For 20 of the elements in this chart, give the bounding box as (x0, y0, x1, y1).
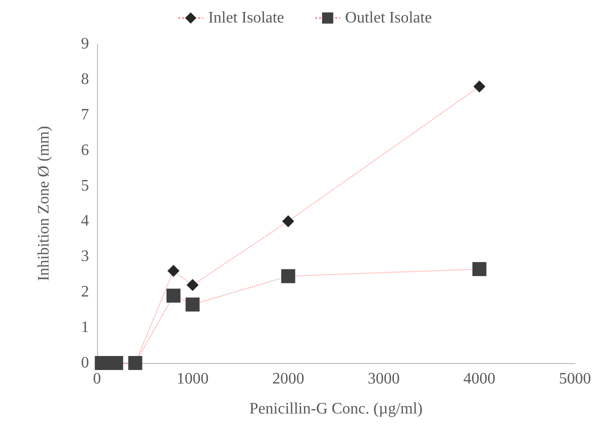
x-tick-label: 1000 (176, 370, 209, 388)
y-tick-label: 7 (81, 106, 89, 124)
y-tick-label: 9 (81, 36, 89, 52)
x-tick-label: 5000 (559, 370, 591, 388)
y-tick-label: 8 (81, 70, 89, 88)
legend-label: Inlet Isolate (208, 10, 284, 26)
x-tick-label: 2000 (272, 370, 304, 388)
x-tick-label: 4000 (463, 370, 496, 388)
y-tick-label: 2 (81, 284, 89, 301)
y-tick-label: 4 (81, 212, 89, 230)
y-tick-label: 1 (81, 319, 89, 336)
y-tick-label: 3 (81, 248, 89, 266)
x-tick-label: 0 (93, 370, 101, 388)
y-tick-label: 5 (81, 177, 89, 194)
y-axis-title: Inhibition Zone Ø (mm) (36, 126, 52, 282)
y-tick-label: 6 (81, 142, 89, 159)
x-tick-label: 3000 (368, 370, 400, 388)
x-axis-title: Penicillin-G Conc. (µg/ml) (249, 400, 423, 418)
y-tick-label: 0 (81, 354, 89, 372)
legend-label: Outlet Isolate (345, 10, 432, 26)
